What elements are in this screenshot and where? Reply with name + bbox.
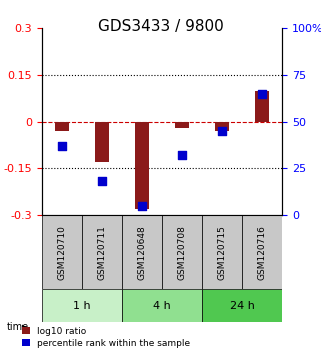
Bar [256,91,269,121]
Text: GSM120648: GSM120648 [137,225,147,280]
FancyBboxPatch shape [242,215,282,290]
FancyBboxPatch shape [122,215,162,290]
Bar [95,121,109,162]
Point [59,143,64,149]
Bar [215,121,229,131]
Legend: log10 ratio, percentile rank within the sample: log10 ratio, percentile rank within the … [21,325,192,349]
Text: GSM120715: GSM120715 [218,225,227,280]
FancyBboxPatch shape [162,215,202,290]
Point [140,203,145,209]
FancyBboxPatch shape [42,215,82,290]
Text: 4 h: 4 h [153,301,171,311]
Text: time: time [6,322,29,332]
Text: ▶: ▶ [22,322,29,332]
FancyBboxPatch shape [42,290,122,322]
FancyBboxPatch shape [122,290,202,322]
Text: GSM120708: GSM120708 [178,225,187,280]
Bar [55,121,69,131]
Text: 1 h: 1 h [73,301,91,311]
Bar [135,121,149,209]
Bar [175,121,189,129]
FancyBboxPatch shape [82,215,122,290]
FancyBboxPatch shape [202,290,282,322]
Text: GSM120716: GSM120716 [258,225,267,280]
Point [260,91,265,96]
Point [100,178,105,184]
Text: GSM120710: GSM120710 [57,225,66,280]
Text: 24 h: 24 h [230,301,255,311]
Text: GSM120711: GSM120711 [97,225,107,280]
FancyBboxPatch shape [202,215,242,290]
Point [220,128,225,134]
Point [180,152,185,158]
Text: GDS3433 / 9800: GDS3433 / 9800 [98,19,223,34]
